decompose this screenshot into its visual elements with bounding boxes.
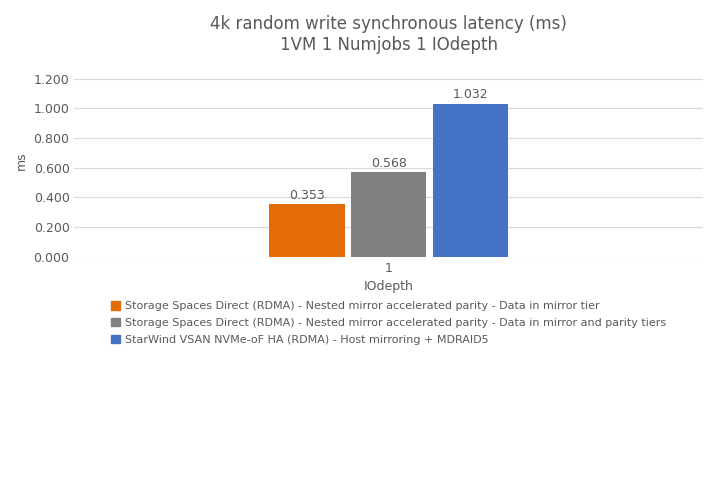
Text: 0.568: 0.568 [370, 157, 406, 170]
Bar [269, 204, 345, 257]
Text: 0.353: 0.353 [289, 189, 325, 202]
X-axis label: IOdepth: IOdepth [364, 280, 414, 293]
Text: 1.032: 1.032 [452, 88, 488, 101]
Title: 4k random write synchronous latency (ms)
1VM 1 Numjobs 1 IOdepth: 4k random write synchronous latency (ms)… [210, 15, 567, 54]
Legend: Storage Spaces Direct (RDMA) - Nested mirror accelerated parity - Data in mirror: Storage Spaces Direct (RDMA) - Nested mi… [111, 301, 666, 345]
Y-axis label: ms: ms [15, 151, 28, 169]
Bar [433, 103, 508, 257]
Bar [351, 172, 426, 257]
